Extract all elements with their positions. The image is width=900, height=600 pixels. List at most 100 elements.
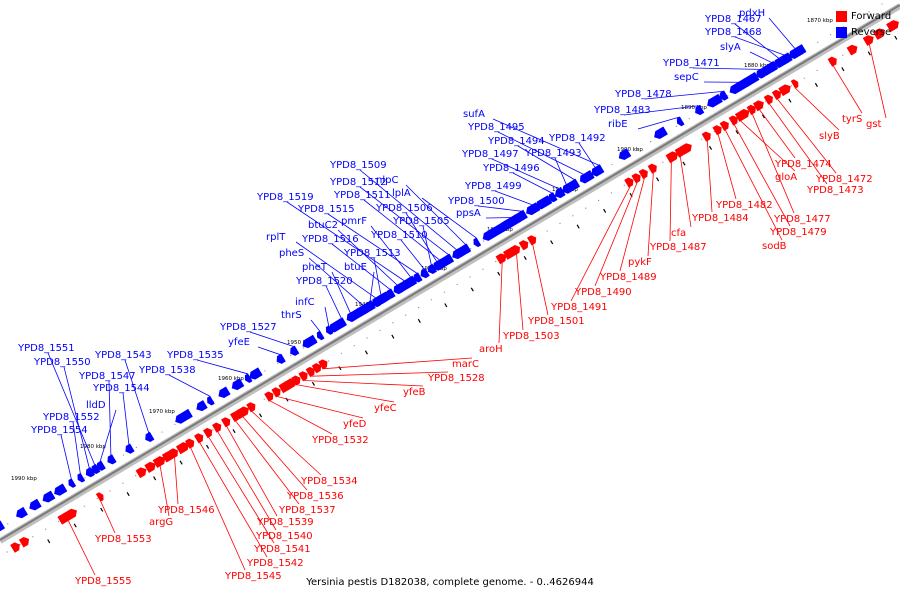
reverse-gene-glyph-shape (107, 454, 117, 465)
reverse-gene-label: lldD (86, 400, 106, 411)
legend: Forward Reverse (836, 8, 898, 40)
reverse-gene-label: pheT (302, 262, 328, 273)
forward-gene-glyph-shape (778, 84, 791, 97)
forward-gene-glyph (203, 427, 213, 439)
forward-leader-line (242, 416, 308, 491)
forward-gene-glyph (135, 467, 147, 479)
axis-dot (803, 77, 805, 79)
reverse-gene-label: sepC (674, 72, 699, 83)
forward-gene-label: YPD8_1477 (773, 214, 831, 225)
reverse-gene-glyph-shape (328, 318, 346, 333)
reverse-gene-glyph (0, 520, 6, 532)
reverse-gene-glyph (794, 44, 807, 56)
legend-item-forward: Forward (836, 8, 898, 24)
forward-leader-line (532, 244, 549, 316)
forward-gene-label: YPD8_1503 (502, 331, 560, 342)
forward-gene-glyph-shape (872, 28, 886, 40)
forward-leader-line (740, 120, 796, 172)
reverse-gene-glyph-shape (591, 166, 601, 177)
reverse-gene-glyph (373, 291, 391, 307)
forward-leader-line (570, 186, 631, 302)
axis-dot (816, 69, 818, 72)
reverse-gene-glyph-shape (0, 520, 6, 532)
tick-dash (576, 224, 580, 229)
reverse-gene-label: ppsA (456, 208, 481, 219)
reverse-gene-glyph (742, 72, 760, 87)
reverse-gene-glyph-shape (196, 400, 208, 412)
axis-dot (610, 192, 613, 194)
reverse-leader-line (99, 409, 117, 462)
reverse-leader-line (644, 90, 723, 100)
legend-label-reverse: Reverse (851, 26, 892, 38)
axis-dot (495, 260, 497, 263)
reverse-gene-glyph (218, 386, 231, 399)
tick-dash (100, 507, 104, 512)
forward-gene-glyph (305, 366, 315, 378)
axis-dot (881, 3, 883, 5)
reverse-gene-glyph-shape (742, 72, 760, 87)
reverse-gene-glyph-shape (394, 282, 406, 294)
reverse-gene-glyph (618, 148, 632, 161)
forward-gene-glyph-shape (18, 536, 30, 548)
forward-leader-line (174, 457, 179, 505)
axis-dot (650, 141, 652, 143)
reverse-gene-glyph-shape (433, 260, 443, 271)
axis-dot (379, 329, 381, 331)
reverse-gene-label: YPD8_1513 (343, 248, 401, 259)
tick-dash (417, 318, 421, 323)
reverse-gene-label: YPD8_1492 (548, 133, 606, 144)
axis-dot (405, 314, 407, 316)
reverse-gene-glyph (420, 268, 430, 279)
axis-dot (7, 523, 9, 525)
axis-dot (572, 215, 574, 217)
forward-gene-glyph-shape (647, 163, 657, 174)
reverse-gene-glyph-shape (676, 116, 685, 127)
forward-leader-line (159, 466, 170, 517)
axis-dot (675, 125, 677, 127)
forward-gene-glyph (712, 125, 722, 136)
axis-dot (212, 429, 214, 431)
axis-dot (392, 322, 394, 324)
reverse-gene-glyph-shape (91, 463, 101, 475)
reverse-leader-line (554, 157, 567, 185)
legend-item-reverse: Reverse (836, 24, 898, 40)
axis-dot (727, 95, 729, 97)
forward-gene-label: gst (866, 119, 882, 130)
forward-leader-line (706, 140, 713, 213)
forward-gene-glyph (778, 84, 791, 97)
axis-dot (623, 184, 625, 186)
reverse-leader-line (196, 359, 248, 375)
forward-leader-line (759, 109, 796, 159)
reverse-gene-glyph (760, 61, 778, 76)
forward-gene-glyph (790, 79, 799, 89)
reverse-leader-line (108, 380, 112, 456)
reverse-gene-glyph-shape (85, 467, 96, 478)
reverse-gene-glyph-shape (29, 498, 42, 511)
forward-gene-label: tyrS (842, 114, 862, 125)
reverse-gene-label: YPD8_1535 (166, 350, 224, 361)
reverse-leader-line (400, 239, 425, 270)
reverse-gene-label: YPD8_1511 (333, 190, 391, 201)
axis-dot (263, 398, 265, 400)
leader-lines (47, 17, 887, 576)
reverse-gene-label: YPD8_1500 (447, 196, 505, 207)
forward-gene-glyph-shape (746, 104, 756, 115)
forward-gene-label: YPD8_1501 (527, 316, 585, 327)
reverse-gene-label: pheS (279, 248, 304, 259)
forward-gene-label: yfeD (343, 419, 367, 430)
tick-dash (126, 492, 130, 497)
reverse-gene-label: btuC2 (308, 220, 338, 231)
reverse-leader-line (310, 319, 320, 332)
forward-gene-glyph-shape (161, 450, 175, 463)
forward-gene-glyph-shape (679, 143, 692, 156)
reverse-gene-glyph-shape (68, 478, 77, 488)
reverse-gene-label: YPD8_1509 (329, 160, 387, 171)
reverse-leader-line (286, 201, 405, 282)
forward-gene-glyph-shape (305, 366, 315, 378)
forward-gene-glyph-shape (862, 35, 874, 46)
reverse-gene-label: YPD8_1499 (464, 181, 522, 192)
reverse-gene-label: YPD8_1494 (487, 136, 545, 147)
reverse-leader-line (734, 23, 779, 59)
axis-dot (469, 276, 471, 278)
